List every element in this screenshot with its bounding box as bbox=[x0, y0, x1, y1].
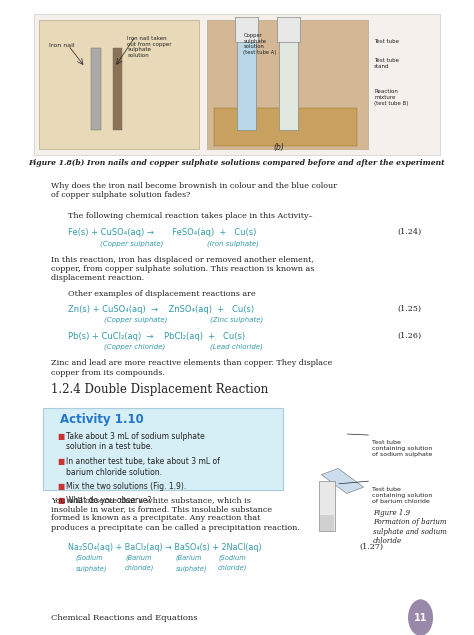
FancyBboxPatch shape bbox=[288, 415, 414, 562]
Text: In another test tube, take about 3 mL of
barium chloride solution.: In another test tube, take about 3 mL of… bbox=[66, 457, 220, 476]
Text: Activity 1.10: Activity 1.10 bbox=[60, 413, 144, 426]
Text: Test tube
containing solution
of sodium sulphate: Test tube containing solution of sodium … bbox=[372, 440, 432, 457]
Text: ■: ■ bbox=[58, 482, 65, 491]
Text: sulphate): sulphate) bbox=[76, 565, 107, 572]
FancyBboxPatch shape bbox=[35, 14, 439, 155]
Text: (Barium: (Barium bbox=[176, 554, 202, 561]
Text: Zinc and lead are more reactive elements than copper. They displace
copper from : Zinc and lead are more reactive elements… bbox=[51, 359, 333, 377]
Bar bbox=[235, 17, 258, 42]
Text: The following chemical reaction takes place in this Activity–: The following chemical reaction takes pl… bbox=[68, 212, 313, 220]
Bar bbox=[112, 48, 122, 130]
Text: Zn(s) + CuSO₄(aq)  →    ZnSO₄(aq)  +   Cu(s): Zn(s) + CuSO₄(aq) → ZnSO₄(aq) + Cu(s) bbox=[68, 305, 255, 314]
Text: (Copper chloride): (Copper chloride) bbox=[104, 343, 165, 349]
Text: ■: ■ bbox=[58, 457, 65, 466]
Bar bbox=[279, 30, 298, 130]
Text: (Iron sulphate): (Iron sulphate) bbox=[208, 240, 259, 247]
FancyBboxPatch shape bbox=[39, 20, 199, 149]
Text: You will observe that a white substance, which is
insoluble in water, is formed.: You will observe that a white substance,… bbox=[51, 496, 300, 531]
FancyBboxPatch shape bbox=[43, 408, 283, 490]
Text: Why does the iron nail become brownish in colour and the blue colour
of copper s: Why does the iron nail become brownish i… bbox=[51, 182, 337, 199]
Text: 11: 11 bbox=[414, 613, 427, 622]
Text: (Copper sulphate): (Copper sulphate) bbox=[100, 240, 163, 247]
Bar bbox=[26, 611, 448, 628]
Text: Mix the two solutions (Fig. 1.9).: Mix the two solutions (Fig. 1.9). bbox=[66, 482, 186, 491]
Text: sulphate): sulphate) bbox=[176, 565, 207, 572]
Text: Iron nail: Iron nail bbox=[49, 43, 75, 48]
Text: ■: ■ bbox=[58, 496, 65, 505]
Text: Other examples of displacement reactions are: Other examples of displacement reactions… bbox=[68, 290, 256, 298]
Text: (1.25): (1.25) bbox=[397, 305, 421, 313]
Text: (Copper sulphate): (Copper sulphate) bbox=[104, 316, 167, 323]
Text: chloride): chloride) bbox=[125, 565, 155, 572]
Text: Copper
sulphate
solution
(test tube A): Copper sulphate solution (test tube A) bbox=[243, 33, 277, 55]
Text: Test tube
containing solution
of barium chloride: Test tube containing solution of barium … bbox=[372, 487, 432, 504]
Text: Reaction
mixture
(test tube B): Reaction mixture (test tube B) bbox=[374, 89, 409, 106]
Bar bbox=[91, 48, 100, 130]
Text: (1.26): (1.26) bbox=[397, 331, 421, 340]
Text: Iron nail taken
out from copper
sulphate
solution: Iron nail taken out from copper sulphate… bbox=[128, 36, 172, 58]
Text: Na₂SO₄(aq) + BaCl₂(aq) → BaSO₄(s) + 2NaCl(aq): Na₂SO₄(aq) + BaCl₂(aq) → BaSO₄(s) + 2NaC… bbox=[68, 543, 262, 552]
Text: Figure 1.9
Formation of barium
sulphate and sodium
chloride: Figure 1.9 Formation of barium sulphate … bbox=[373, 509, 447, 545]
Text: (b): (b) bbox=[274, 143, 284, 152]
FancyBboxPatch shape bbox=[208, 20, 368, 149]
Text: Pb(s) + CuCl₂(aq)  →    PbCl₂(aq)  +   Cu(s): Pb(s) + CuCl₂(aq) → PbCl₂(aq) + Cu(s) bbox=[68, 331, 246, 341]
Text: Test tube
stand: Test tube stand bbox=[374, 58, 399, 69]
Text: (Lead chloride): (Lead chloride) bbox=[210, 343, 263, 349]
Bar bbox=[320, 516, 335, 531]
Text: (Barium: (Barium bbox=[125, 554, 152, 561]
Bar bbox=[319, 481, 335, 531]
Bar bbox=[237, 30, 256, 130]
Text: Chemical Reactions and Equations: Chemical Reactions and Equations bbox=[51, 615, 198, 622]
Text: ■: ■ bbox=[58, 432, 65, 441]
Polygon shape bbox=[321, 469, 364, 493]
Text: (1.24): (1.24) bbox=[397, 228, 421, 236]
Text: (Sodium: (Sodium bbox=[218, 554, 246, 561]
Text: Take about 3 mL of sodium sulphate
solution in a test tube.: Take about 3 mL of sodium sulphate solut… bbox=[66, 432, 205, 451]
Text: (Sodium: (Sodium bbox=[76, 554, 103, 561]
Text: (Zinc sulphate): (Zinc sulphate) bbox=[210, 316, 263, 323]
Circle shape bbox=[409, 600, 432, 635]
Text: chloride): chloride) bbox=[218, 565, 247, 572]
Text: In this reaction, iron has displaced or removed another element,
copper, from co: In this reaction, iron has displaced or … bbox=[51, 256, 315, 283]
Bar bbox=[277, 17, 301, 42]
Text: 1.2.4 Double Displacement Reaction: 1.2.4 Double Displacement Reaction bbox=[51, 383, 269, 396]
Text: Test tube: Test tube bbox=[374, 39, 399, 44]
Text: (1.27): (1.27) bbox=[359, 543, 383, 551]
Text: Fe(s) + CuSO₄(aq) →       FeSO₄(aq)  +   Cu(s): Fe(s) + CuSO₄(aq) → FeSO₄(aq) + Cu(s) bbox=[68, 228, 256, 237]
Text: What do you observe?: What do you observe? bbox=[66, 496, 152, 505]
Text: Figure 1.8(b) Iron nails and copper sulphate solutions compared before and after: Figure 1.8(b) Iron nails and copper sulp… bbox=[29, 159, 445, 168]
Bar bbox=[214, 108, 357, 145]
